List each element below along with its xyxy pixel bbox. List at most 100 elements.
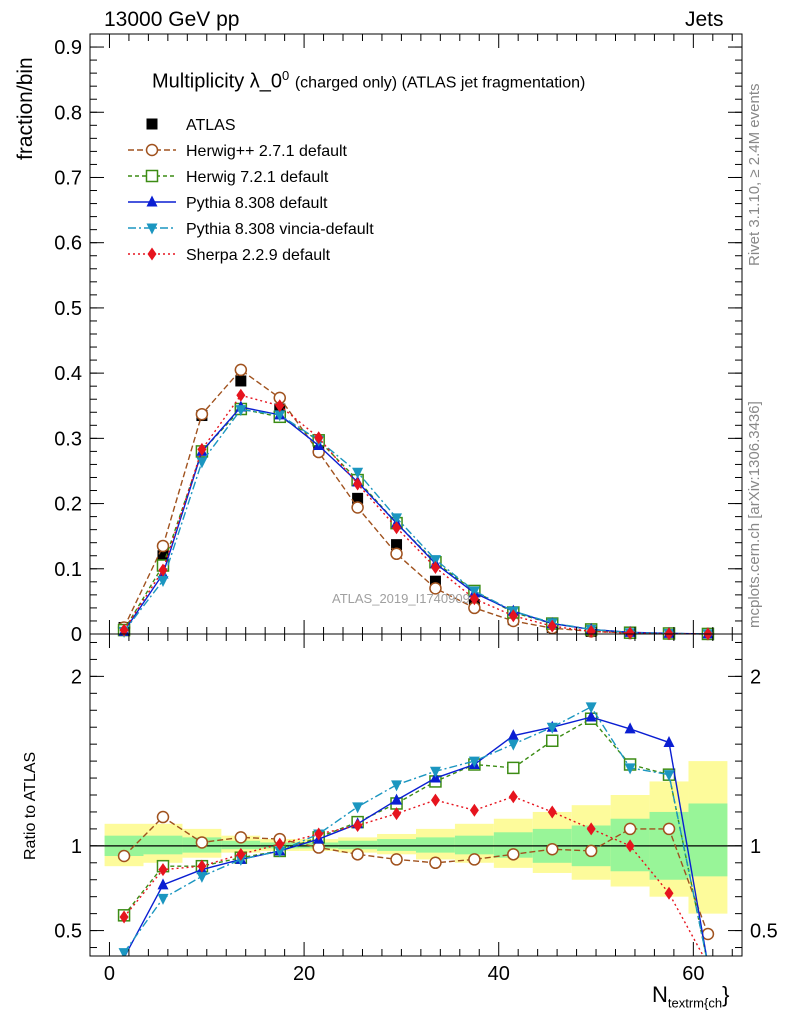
ratio-point (585, 702, 597, 714)
xtick-label: 20 (293, 963, 315, 985)
data-point (353, 477, 363, 491)
ratio-point (156, 810, 170, 824)
main-panel: 0 0.1 0.2 0.3 0.4 0.5 0.6 0.7 0.8 0.9 ATLAS Herwig+… (54, 33, 743, 646)
ratio-point (390, 853, 403, 866)
y-axis-label-main: fraction/bin (14, 57, 37, 160)
ratio-point (545, 842, 559, 856)
ratio-point (623, 822, 637, 836)
data-point (352, 467, 364, 479)
series-line (123, 368, 708, 635)
title-superscript: 0 (282, 68, 290, 83)
data-point (429, 582, 442, 595)
ratio-point (392, 807, 402, 821)
main-ytick-label: 0.3 (54, 428, 82, 450)
legend-label: Herwig 7.2.1 default (186, 169, 329, 186)
data-point (274, 410, 286, 422)
data-point (351, 501, 364, 514)
ratio-ytick-label-right: 0.5 (750, 921, 778, 943)
ratio-point (469, 803, 479, 817)
ratio-content (90, 702, 742, 956)
main-ytick-label: 0.4 (54, 363, 82, 385)
ratio-point (663, 735, 675, 747)
mcplots-info: mcplots.cern.ch [arXiv:1306.3436] (746, 401, 763, 628)
ratio-series-3 (118, 702, 707, 956)
title-main: Multiplicity λ_0 (152, 70, 283, 93)
ratio-point (547, 805, 557, 819)
rivet-info: Rivet 3.1.10, ≥ 2.4M events (746, 83, 763, 267)
data-point (625, 626, 635, 640)
ratio-point (158, 863, 168, 877)
ratio-point (118, 948, 130, 956)
ratio-point (663, 770, 675, 782)
ratio-ytick-label: 1 (71, 836, 82, 858)
data-point (119, 623, 129, 637)
ratio-ytick-label: 0.5 (54, 921, 82, 943)
data-point (157, 550, 169, 562)
data-point (196, 457, 208, 469)
ratio-point (624, 722, 636, 734)
ratio-point (312, 841, 325, 854)
main-ytick-label: 0.7 (54, 167, 82, 189)
ratio-ytick-label: 2 (71, 666, 82, 688)
legend-label: Pythia 8.308 vincia-default (186, 221, 374, 238)
main-ytick-label: 0.9 (54, 37, 82, 59)
data-point (391, 539, 403, 551)
data-point (429, 555, 441, 567)
ratio-point (157, 893, 169, 905)
ratio-point (391, 780, 403, 792)
data-point (468, 586, 480, 598)
ratio-point (351, 848, 364, 861)
ratio-point (353, 819, 363, 833)
ratio-panel: 0.5 0.51 12 20 20 40 60 (54, 633, 778, 985)
x-label-main: N (652, 982, 668, 1007)
ratio-point (585, 710, 597, 722)
main-ytick-label: 0.8 (54, 102, 82, 124)
ratio-point (507, 739, 519, 751)
ratio-point (625, 839, 635, 853)
ratio-point (119, 910, 129, 924)
series-line (123, 408, 708, 635)
xtick-label: 40 (488, 963, 510, 985)
ratio-series-4 (119, 790, 705, 956)
main-ytick-label: 0 (71, 624, 82, 646)
ratio-point (314, 827, 324, 841)
data-point (195, 407, 209, 421)
plot-title: Multiplicity λ_00 (charged only) (ATLAS … (152, 68, 585, 94)
main-ytick-label: 0.5 (54, 298, 82, 320)
legend-marker (147, 247, 157, 261)
data-point (586, 624, 596, 638)
legend-label: Pythia 8.308 default (186, 195, 328, 212)
data-point (235, 375, 247, 387)
uncertainty-band-inner (338, 840, 378, 850)
ratio-point (274, 846, 286, 858)
uncertainty-band-inner (143, 835, 183, 855)
ratio-point (234, 831, 248, 844)
ratio-line (123, 795, 705, 956)
legend: ATLAS Herwig++ 2.7.1 default Herwig 7.2.1 … (128, 117, 374, 264)
x-axis-label: Ntextrm{ch} (652, 982, 729, 1010)
data-point (508, 609, 518, 623)
uncertainty-band-inner (416, 837, 455, 853)
ratio-point (275, 837, 285, 851)
ratio-point (546, 722, 558, 734)
ratio-point (664, 886, 674, 900)
xtick-label: 0 (104, 963, 115, 985)
ratio-series-0 (117, 810, 715, 941)
ratio-point (157, 878, 169, 890)
ratio-line (123, 816, 709, 935)
ratio-point (468, 756, 480, 768)
main-ytick-label: 0.1 (54, 559, 82, 581)
data-point (275, 399, 285, 413)
data-point (430, 560, 440, 574)
ratio-ytick-label-right: 1 (750, 836, 761, 858)
legend-label: Sherpa 2.2.9 default (186, 247, 331, 264)
legend-marker (145, 169, 159, 183)
x-label-subscript: textrm{ch (667, 995, 723, 1011)
ratio-point (197, 859, 207, 873)
data-point (156, 539, 170, 553)
ratio-point (352, 802, 364, 814)
ratio-point (429, 766, 441, 778)
ratio-point (430, 793, 440, 807)
legend-marker (146, 118, 158, 130)
